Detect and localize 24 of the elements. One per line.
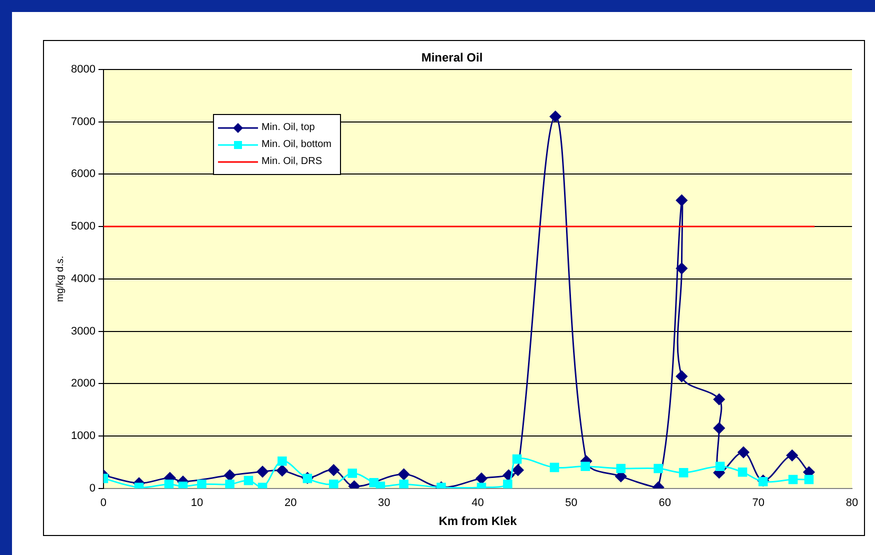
y-tick-label: 5000 <box>70 220 96 233</box>
y-tick-label: 6000 <box>70 168 96 180</box>
y-axis-title: mg/kg d.s. <box>54 256 66 302</box>
y-tick-label: 1000 <box>70 430 96 442</box>
chart-title: Mineral Oil <box>421 50 483 65</box>
x-tick-label: 30 <box>378 497 390 510</box>
x-tick-label: 80 <box>846 497 858 510</box>
y-tick-label: 0 <box>89 482 96 494</box>
legend-label: Min. Oil, top <box>261 122 315 134</box>
y-tick-label: 7000 <box>70 116 96 128</box>
x-tick-label: 50 <box>565 497 578 510</box>
y-tick-label: 3000 <box>70 325 96 338</box>
y-tick-label: 2000 <box>70 378 96 390</box>
x-tick-label: 0 <box>100 497 107 510</box>
x-tick-label: 40 <box>472 497 484 510</box>
x-tick-label: 60 <box>658 497 671 510</box>
y-tick-label: 8000 <box>70 63 96 76</box>
legend-label: Min. Oil, bottom <box>261 139 332 150</box>
x-tick-label: 20 <box>284 497 297 510</box>
y-tick-label: 4000 <box>70 272 96 285</box>
x-axis-title: Km from Klek <box>438 514 518 528</box>
legend-label: Min. Oil, DRS <box>261 156 322 168</box>
x-tick-label: 70 <box>752 497 765 510</box>
x-tick-label: 10 <box>190 497 204 510</box>
